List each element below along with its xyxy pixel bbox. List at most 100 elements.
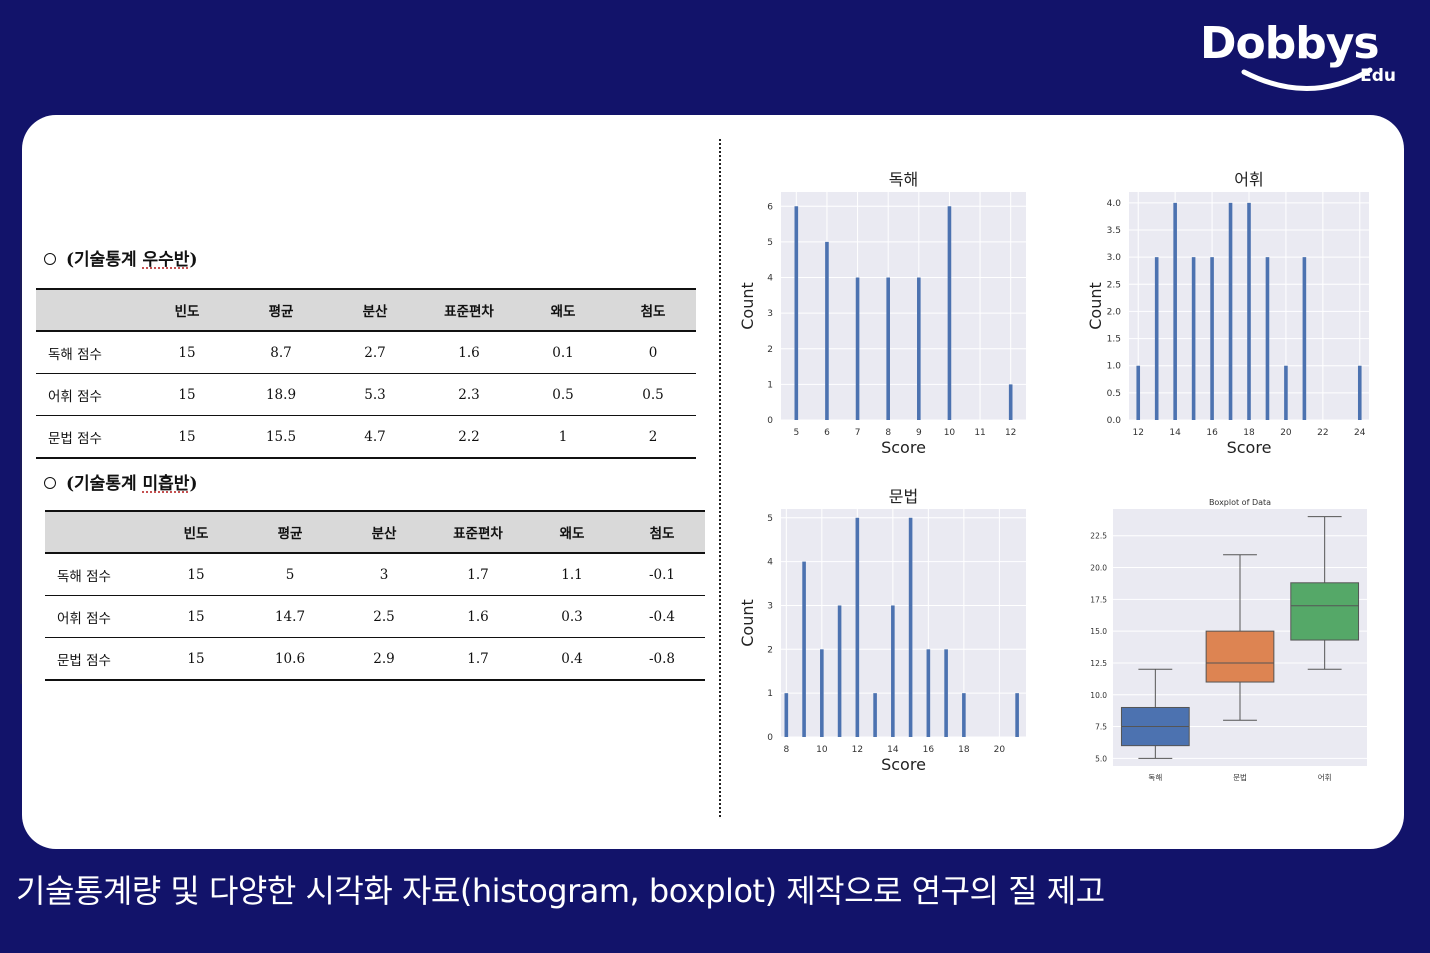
y-tick-label: 2 xyxy=(767,345,773,355)
table2-title-suffix: ) xyxy=(189,474,198,494)
histogram-bar xyxy=(802,561,806,737)
column-header: 분산 xyxy=(337,510,431,554)
histogram-bar xyxy=(1210,257,1214,420)
histogram-bar xyxy=(855,277,860,420)
histogram-어휘: 12 14 16 18 20 22 24 0.0 0.5 1.0 1.5 2.0 2.5 3.0 3.5 4.… xyxy=(1086,170,1369,457)
column-header: 분산 xyxy=(328,288,422,332)
x-tick-label: 12 xyxy=(1133,428,1144,438)
table-cell: 14.7 xyxy=(243,595,337,638)
histogram-bar xyxy=(1015,693,1019,737)
histogram-bar xyxy=(873,693,877,737)
y-tick-label: 4.0 xyxy=(1107,199,1122,209)
histogram-bar xyxy=(1302,257,1307,420)
table-cell: 15 xyxy=(149,553,243,596)
histogram-bar xyxy=(962,693,966,737)
table-cell: -0.1 xyxy=(619,553,705,596)
x-tick-label: 어휘 xyxy=(1318,772,1332,782)
table-cell: 15.5 xyxy=(234,415,328,459)
y-tick-label: 10.0 xyxy=(1090,691,1107,700)
table-row: 독해 점수 15 5 3 1.7 1.1 -0.1 xyxy=(45,553,705,596)
histogram-bar xyxy=(886,277,890,420)
chart-title: Boxplot of Data xyxy=(1209,498,1271,507)
y-tick-label: 1 xyxy=(767,689,773,699)
caption-text: 기술통계량 및 다양한 시각화 자료(histogram, boxplot) 제… xyxy=(16,872,1105,910)
y-tick-label: 1.5 xyxy=(1107,335,1121,345)
table1-title-suffix: ) xyxy=(189,250,198,270)
x-tick-label: 문법 xyxy=(1233,772,1247,782)
table1-title: (기술통계 우수반) xyxy=(44,245,198,270)
x-tick-label: 18 xyxy=(1243,428,1255,438)
table-cell: 8.7 xyxy=(234,331,328,374)
circle-bullet-icon xyxy=(44,476,56,489)
table2-title-prefix: (기술통계 xyxy=(66,474,143,494)
table-cell: 0.1 xyxy=(516,331,610,374)
table-cell: 5.3 xyxy=(328,373,422,416)
y-tick-label: 20.0 xyxy=(1090,564,1107,573)
table-cell: 1.6 xyxy=(422,331,516,374)
table-row: 문법 점수 15 10.6 2.9 1.7 0.4 -0.8 xyxy=(45,637,705,681)
left-accent-line xyxy=(20,240,22,684)
histogram-bar xyxy=(784,693,789,737)
table-cell: 4.7 xyxy=(328,415,422,459)
x-tick-label: 14 xyxy=(1169,428,1181,438)
x-tick-label: 14 xyxy=(887,745,899,755)
x-tick-label: 16 xyxy=(1206,428,1218,438)
column-header xyxy=(45,510,149,554)
row-label: 어휘 점수 xyxy=(36,373,140,416)
x-tick-label: 9 xyxy=(916,428,922,438)
y-tick-label: 22.5 xyxy=(1090,532,1107,541)
logo-main-text: Dobbys xyxy=(1200,18,1380,69)
table-cell: 0.4 xyxy=(525,637,619,681)
table-cell: -0.8 xyxy=(619,637,705,681)
table-cell: 0.5 xyxy=(610,373,696,416)
y-tick-label: 0 xyxy=(767,733,773,743)
table-cell: 2 xyxy=(610,415,696,459)
column-header: 표준편차 xyxy=(422,288,516,332)
y-tick-label: 0 xyxy=(767,416,773,426)
x-tick-label: 20 xyxy=(994,745,1006,755)
histogram-bar xyxy=(926,649,931,737)
table-row: 문법 점수 15 15.5 4.7 2.2 1 2 xyxy=(36,415,696,459)
table-row: 독해 점수 15 8.7 2.7 1.6 0.1 0 xyxy=(36,331,696,374)
y-axis-label: Count xyxy=(738,282,757,330)
table-cell: 1.6 xyxy=(431,595,525,638)
x-tick-label: 8 xyxy=(885,428,891,438)
x-tick-label: 7 xyxy=(855,428,861,438)
table-cell: 2.3 xyxy=(422,373,516,416)
histogram-bar xyxy=(1265,257,1270,420)
histogram-bar xyxy=(947,206,952,420)
histogram-bar xyxy=(794,206,799,420)
y-tick-label: 15.0 xyxy=(1090,627,1107,636)
histogram-bar xyxy=(825,241,829,420)
x-tick-label: 11 xyxy=(974,428,985,438)
table-cell: 1.1 xyxy=(525,553,619,596)
histogram-bar xyxy=(908,517,913,737)
table-cell: 18.9 xyxy=(234,373,328,416)
y-tick-label: 3.5 xyxy=(1107,226,1121,236)
table-row: 어휘 점수 15 18.9 5.3 2.3 0.5 0.5 xyxy=(36,373,696,416)
stats-table-excellent: 빈도 평균 분산 표준편차 왜도 첨도 독해 점수 15 8.7 2.7 1.6 0.1 0 어휘 점수… xyxy=(36,288,696,459)
table1-title-emph: 우수반 xyxy=(142,250,190,270)
stats-table-weak: 빈도 평균 분산 표준편차 왜도 첨도 독해 점수 15 5 3 1.7 1.1 -0.1 어휘 점수 1… xyxy=(45,510,705,681)
plot-area xyxy=(781,509,1026,737)
x-tick-label: 독해 xyxy=(1148,772,1162,782)
histogram-bar xyxy=(891,605,895,737)
table-cell: 10.6 xyxy=(243,637,337,681)
histogram-bar xyxy=(1247,202,1251,420)
column-header: 첨도 xyxy=(610,288,696,332)
y-tick-label: 1 xyxy=(767,380,773,390)
table-cell: 15 xyxy=(140,373,234,416)
table-cell: 15 xyxy=(149,595,243,638)
y-tick-label: 3.0 xyxy=(1107,253,1122,263)
table-cell: 1.7 xyxy=(431,637,525,681)
table-header-row: 빈도 평균 분산 표준편차 왜도 첨도 xyxy=(36,288,696,332)
histogram-bar xyxy=(855,517,860,737)
y-tick-label: 2 xyxy=(767,645,773,655)
box-body xyxy=(1205,630,1275,683)
box-body xyxy=(1290,582,1360,641)
y-tick-label: 4 xyxy=(767,558,773,568)
column-header: 왜도 xyxy=(516,288,610,332)
y-tick-label: 2.0 xyxy=(1107,307,1122,317)
x-tick-label: 6 xyxy=(824,428,830,438)
